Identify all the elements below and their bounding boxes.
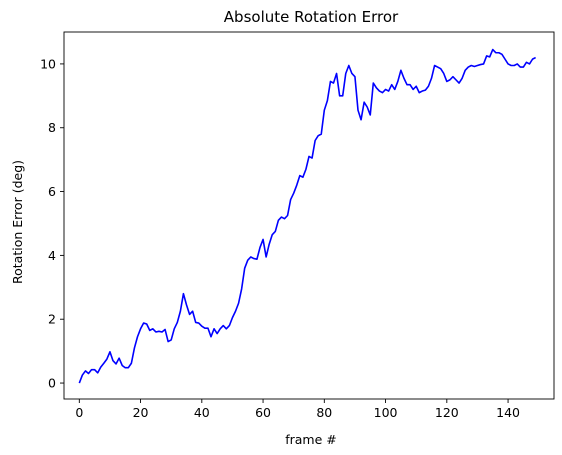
x-tick-label: 140 (496, 405, 520, 420)
x-tick-label: 100 (374, 405, 398, 420)
y-axis-label: Rotation Error (deg) (10, 160, 25, 284)
x-tick-label: 80 (316, 405, 332, 420)
x-tick-label: 120 (435, 405, 459, 420)
y-tick-label: 10 (40, 56, 56, 71)
x-tick-label: 0 (75, 405, 83, 420)
chart-title: Absolute Rotation Error (224, 8, 399, 26)
x-axis: 0 20 40 60 80 100 120 140 (75, 399, 520, 420)
x-axis-label: frame # (285, 432, 337, 447)
y-tick-label: 2 (48, 312, 56, 327)
y-axis: 0 2 4 6 8 10 (40, 56, 64, 391)
x-tick-label: 60 (255, 405, 271, 420)
axes-frame (63, 31, 555, 400)
y-tick-label: 4 (48, 248, 56, 263)
x-tick-label: 40 (194, 405, 210, 420)
y-tick-label: 8 (48, 120, 56, 135)
y-tick-label: 0 (48, 376, 56, 391)
x-tick-label: 20 (133, 405, 149, 420)
series-line-0 (78, 48, 536, 384)
y-tick-label: 6 (48, 184, 56, 199)
plot-area (63, 31, 555, 400)
